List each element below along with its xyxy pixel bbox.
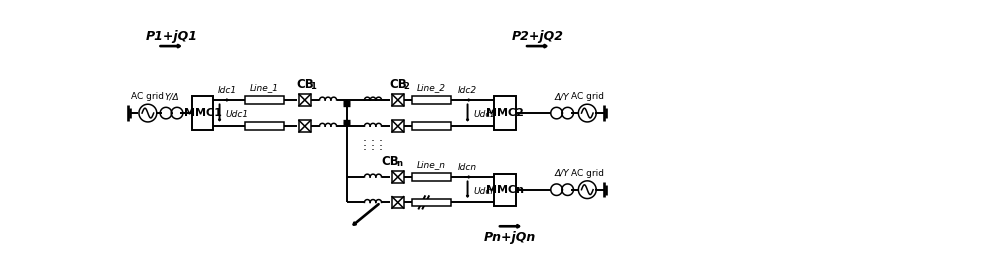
- Text: · · ·: · · ·: [363, 144, 383, 157]
- Text: MMCn: MMCn: [486, 185, 524, 195]
- Bar: [192, 96, 213, 130]
- Text: AC grid: AC grid: [131, 92, 164, 101]
- Text: Y/Δ: Y/Δ: [164, 92, 179, 101]
- Text: CB: CB: [381, 155, 399, 168]
- Text: Udcn: Udcn: [474, 187, 497, 196]
- Bar: [392, 94, 404, 106]
- Text: MMC2: MMC2: [486, 108, 524, 118]
- Text: Δ/Y: Δ/Y: [555, 169, 569, 178]
- Bar: [245, 122, 284, 130]
- Bar: [494, 174, 516, 206]
- Text: Line_2: Line_2: [417, 83, 446, 92]
- Bar: [412, 96, 450, 104]
- Bar: [412, 122, 450, 130]
- Text: Pn+jQn: Pn+jQn: [484, 231, 536, 244]
- Text: P1+jQ1: P1+jQ1: [146, 30, 198, 43]
- Text: CB: CB: [389, 78, 407, 91]
- Text: · · ·: · · ·: [363, 140, 383, 153]
- Text: P2+jQ2: P2+jQ2: [511, 30, 563, 43]
- Text: Line_1: Line_1: [250, 83, 279, 92]
- Text: n: n: [396, 159, 402, 168]
- Text: CB: CB: [296, 78, 314, 91]
- Text: AC grid: AC grid: [571, 169, 604, 178]
- Bar: [299, 94, 311, 106]
- Text: Udc1: Udc1: [226, 110, 249, 119]
- Text: Idc2: Idc2: [458, 86, 477, 95]
- Bar: [245, 96, 284, 104]
- Text: · · ·: · · ·: [363, 135, 383, 148]
- Text: Line_n: Line_n: [417, 160, 446, 169]
- Bar: [494, 96, 516, 130]
- Bar: [392, 120, 404, 132]
- Bar: [299, 120, 311, 132]
- Bar: [412, 173, 450, 181]
- Bar: [412, 199, 450, 206]
- Text: 1: 1: [310, 82, 316, 91]
- Bar: [392, 197, 404, 208]
- Bar: [392, 171, 404, 183]
- Text: Δ/Y: Δ/Y: [555, 92, 569, 101]
- Text: AC grid: AC grid: [571, 92, 604, 101]
- Text: Idcn: Idcn: [458, 163, 477, 172]
- Text: Idc1: Idc1: [218, 86, 237, 95]
- Text: Udc2: Udc2: [474, 110, 497, 119]
- Text: 2: 2: [404, 82, 409, 91]
- Text: MMC1: MMC1: [184, 108, 221, 118]
